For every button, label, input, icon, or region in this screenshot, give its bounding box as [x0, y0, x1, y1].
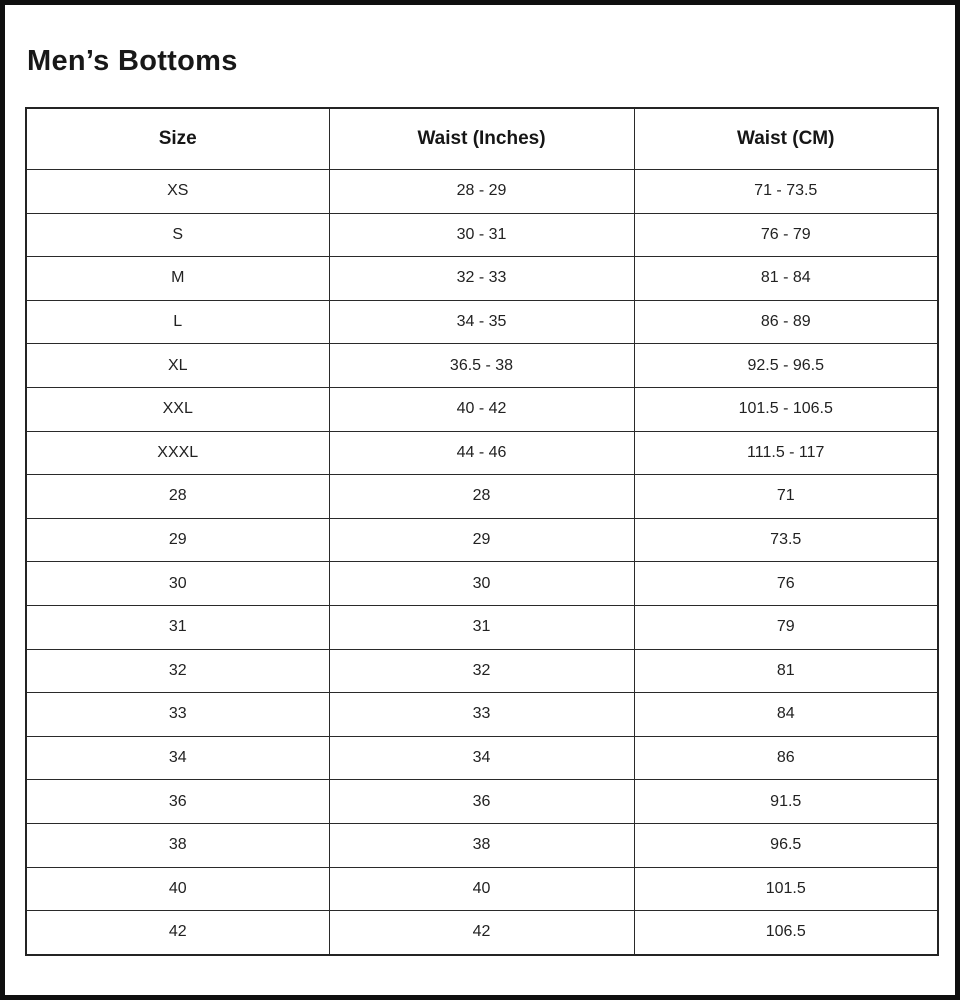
table-cell: 28 - 29	[328, 169, 635, 214]
table-row: 38 38 96.5	[25, 822, 939, 868]
table-cell: 101.5	[633, 866, 939, 912]
table-row: 34 34 86	[25, 735, 939, 781]
table-cell: 34	[328, 735, 635, 781]
table-cell: XL	[25, 343, 330, 388]
table-cell: 31	[328, 604, 635, 650]
table-cell: 30 - 31	[328, 212, 635, 258]
table-cell: XS	[25, 169, 330, 214]
table-cell: 28	[25, 474, 330, 519]
table-cell: 79	[633, 604, 939, 650]
table-cell: 29	[328, 517, 635, 563]
table-cell: 101.5 - 106.5	[633, 386, 939, 432]
table-row: 28 28 71	[25, 474, 939, 519]
page-title: Men’s Bottoms	[27, 45, 238, 77]
table-cell: M	[25, 256, 330, 301]
table-cell: 81	[633, 648, 939, 694]
table-cell: 32 - 33	[328, 256, 635, 301]
table-cell: XXL	[25, 386, 330, 432]
table-cell: 36	[25, 779, 330, 824]
table-cell: S	[25, 212, 330, 258]
table-cell: 33	[328, 692, 635, 737]
table-cell: 34 - 35	[328, 299, 635, 345]
table-body: XS 28 - 29 71 - 73.5 S 30 - 31 76 - 79 M 32 - 3…	[25, 169, 939, 956]
table-cell: XXXL	[25, 430, 330, 476]
table-cell: 73.5	[633, 517, 939, 563]
table-row: XXL 40 - 42 101.5 - 106.5	[25, 386, 939, 432]
table-row: 32 32 81	[25, 648, 939, 694]
table-cell: 36.5 - 38	[328, 343, 635, 388]
table-cell: 76 - 79	[633, 212, 939, 258]
table-cell: L	[25, 299, 330, 345]
table-cell: 81 - 84	[633, 256, 939, 301]
header-row: Size Waist (Inches) Waist (CM)	[25, 107, 939, 170]
table-row: 30 30 76	[25, 561, 939, 606]
column-header-waist-inches: Waist (Inches)	[328, 107, 635, 170]
table-cell: 34	[25, 735, 330, 781]
table-cell: 92.5 - 96.5	[633, 343, 939, 388]
table-cell: 84	[633, 692, 939, 737]
table-cell: 96.5	[633, 822, 939, 868]
table-cell: 29	[25, 517, 330, 563]
table-cell: 40	[25, 866, 330, 912]
table-cell: 111.5 - 117	[633, 430, 939, 476]
table-cell: 33	[25, 692, 330, 737]
table-cell: 40 - 42	[328, 386, 635, 432]
column-header-waist-cm: Waist (CM)	[633, 107, 939, 170]
table-cell: 106.5	[633, 910, 939, 956]
table-cell: 71	[633, 474, 939, 519]
table-cell: 30	[328, 561, 635, 606]
table-cell: 32	[25, 648, 330, 694]
table-header: Size Waist (Inches) Waist (CM)	[25, 107, 939, 170]
table-cell: 44 - 46	[328, 430, 635, 476]
table-cell: 31	[25, 604, 330, 650]
table-cell: 30	[25, 561, 330, 606]
table-row: 36 36 91.5	[25, 779, 939, 824]
table-cell: 71 - 73.5	[633, 169, 939, 214]
column-header-size: Size	[25, 107, 330, 170]
table-cell: 40	[328, 866, 635, 912]
table-row: S 30 - 31 76 - 79	[25, 212, 939, 258]
table-cell: 38	[328, 822, 635, 868]
table-row: 40 40 101.5	[25, 866, 939, 912]
table-cell: 91.5	[633, 779, 939, 824]
table-cell: 86 - 89	[633, 299, 939, 345]
table-cell: 38	[25, 822, 330, 868]
table-row: L 34 - 35 86 - 89	[25, 299, 939, 345]
table-row: 42 42 106.5	[25, 910, 939, 956]
table-row: XS 28 - 29 71 - 73.5	[25, 169, 939, 214]
table-cell: 32	[328, 648, 635, 694]
table-cell: 42	[328, 910, 635, 956]
table-cell: 28	[328, 474, 635, 519]
table-row: 29 29 73.5	[25, 517, 939, 563]
table-cell: 76	[633, 561, 939, 606]
table-row: M 32 - 33 81 - 84	[25, 256, 939, 301]
table-cell: 86	[633, 735, 939, 781]
table-row: 31 31 79	[25, 604, 939, 650]
table-row: 33 33 84	[25, 692, 939, 737]
size-chart-table: Size Waist (Inches) Waist (CM) XS 28 - 29…	[25, 107, 939, 956]
table-cell: 36	[328, 779, 635, 824]
table-row: XXXL 44 - 46 111.5 - 117	[25, 430, 939, 476]
table-cell: 42	[25, 910, 330, 956]
table-row: XL 36.5 - 38 92.5 - 96.5	[25, 343, 939, 388]
